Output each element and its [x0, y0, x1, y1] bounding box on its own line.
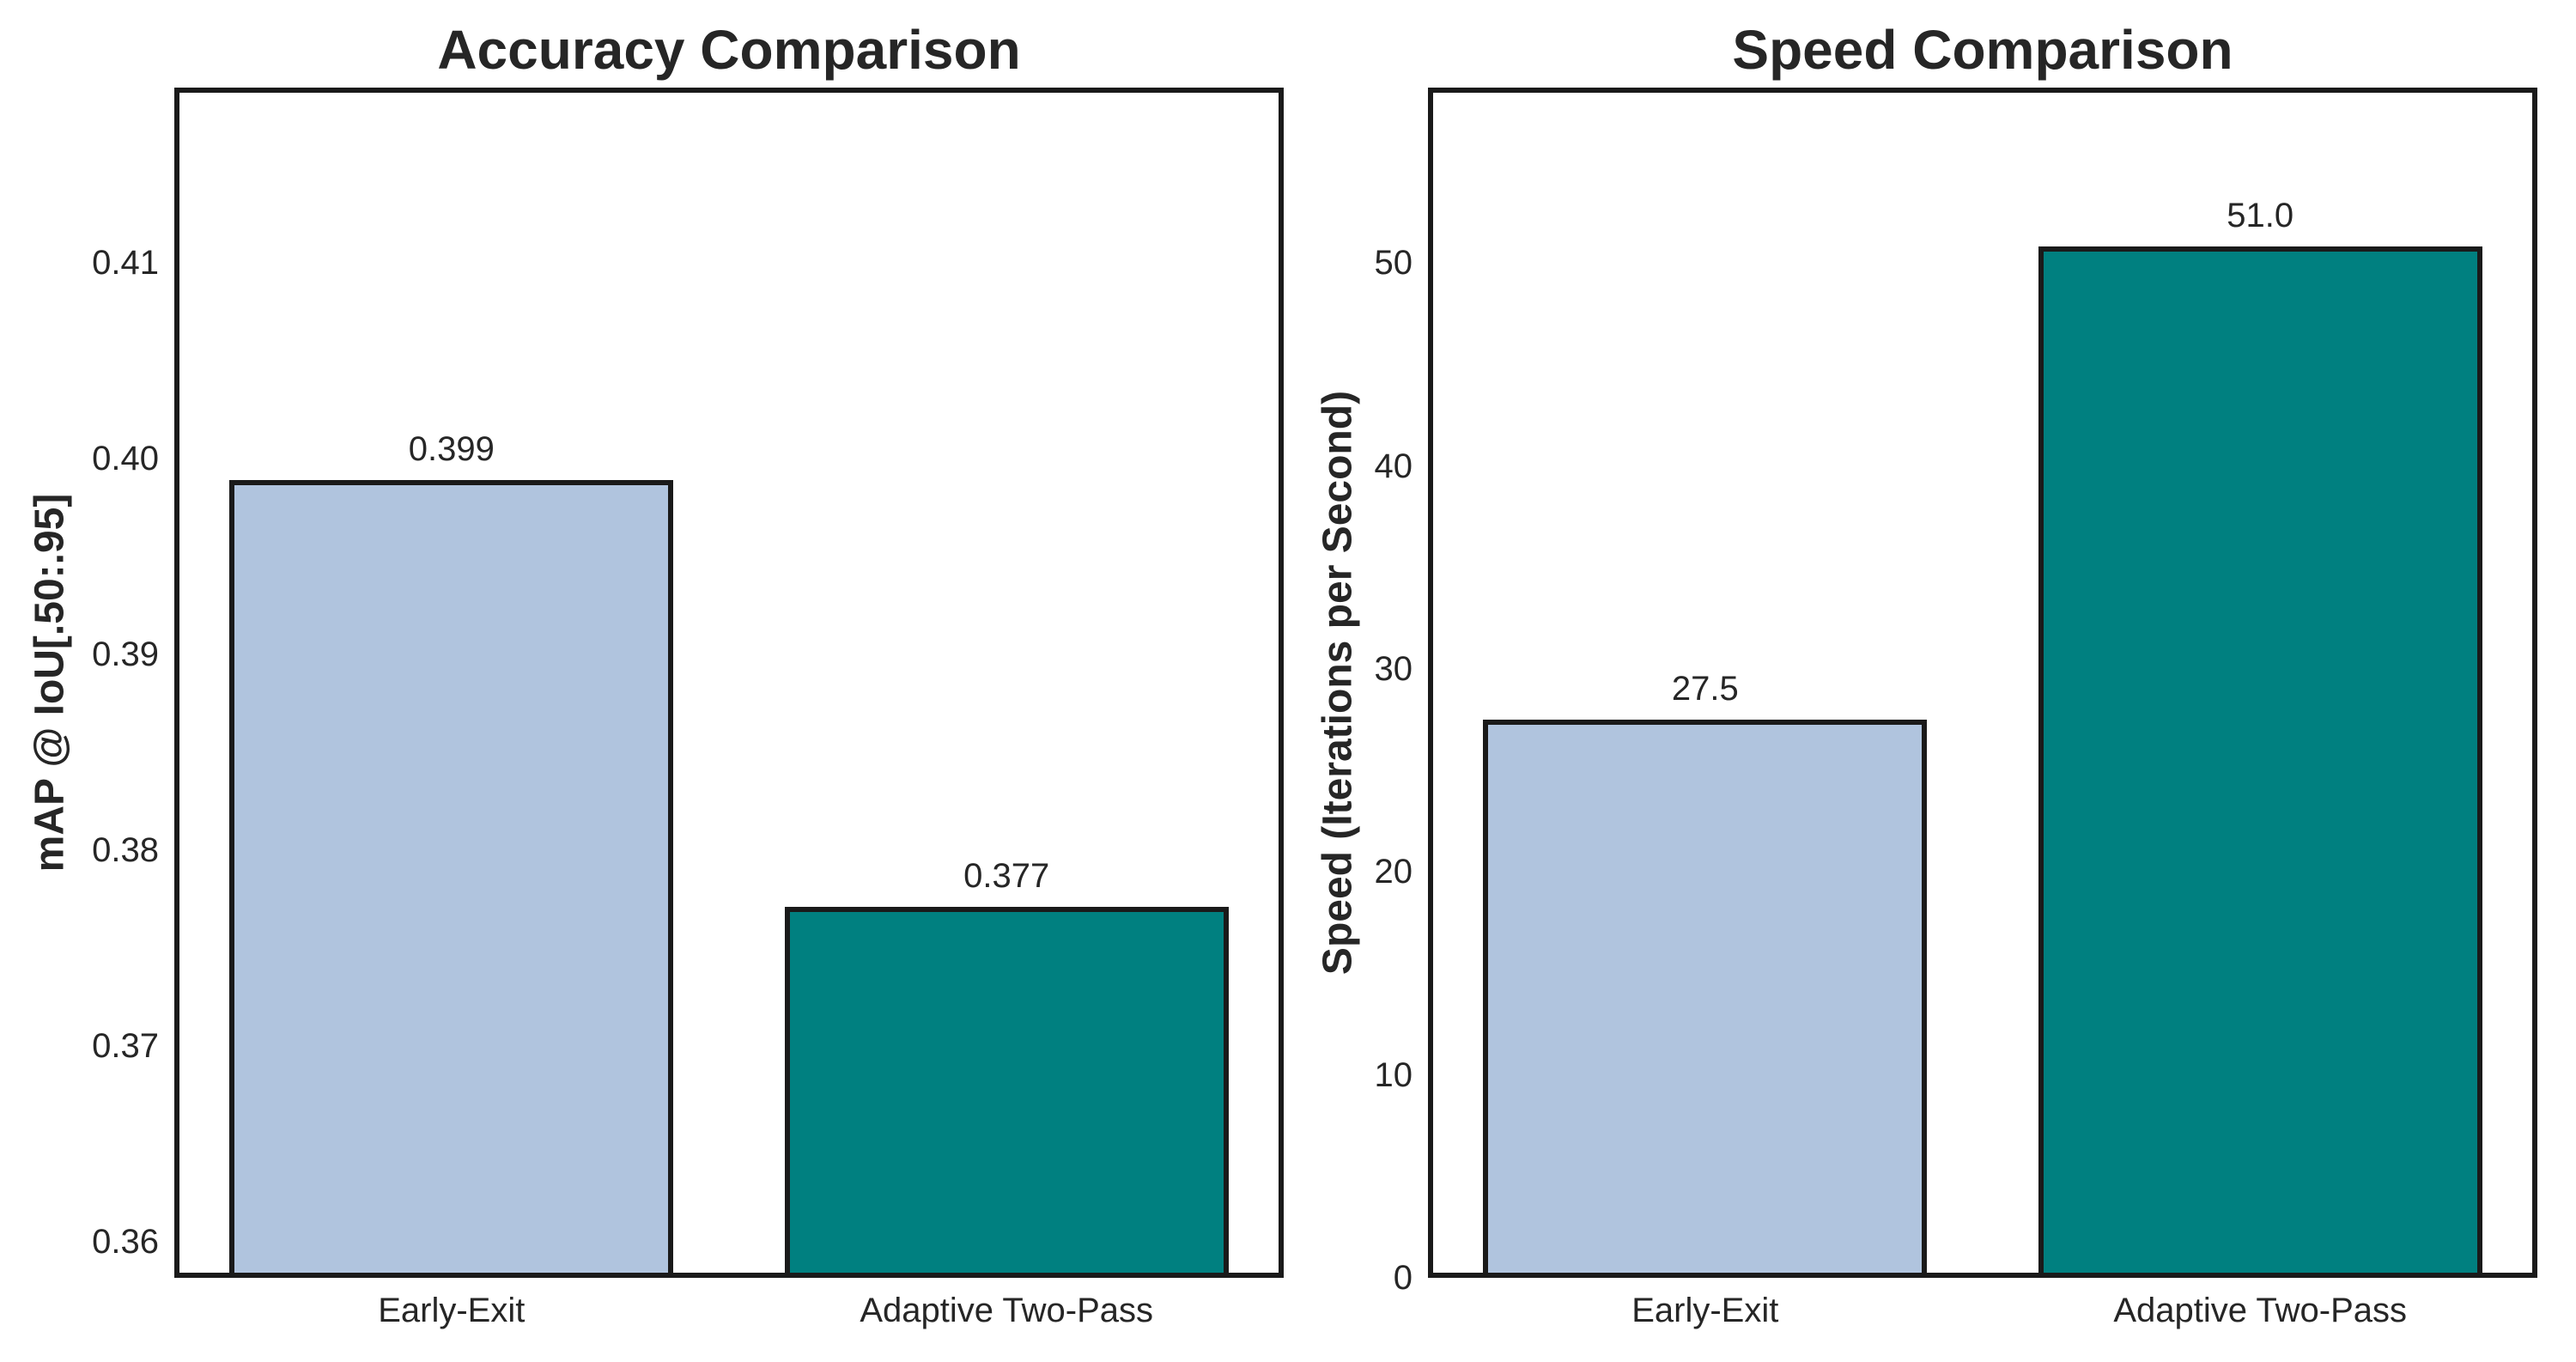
- xtick-label-adaptive-two-pass: Adaptive Two-Pass: [860, 1292, 1154, 1329]
- bar-adaptive-two-pass: [784, 907, 1229, 1273]
- ytick-label: 0.36: [92, 1222, 159, 1261]
- bar-early-exit: [229, 479, 674, 1273]
- xtick-label-early-exit: Early-Exit: [378, 1292, 526, 1329]
- bar-value-label: 27.5: [1671, 669, 1739, 708]
- accuracy-y-axis-label: mAP @ IoU[.50:.95]: [27, 493, 73, 873]
- speed-plot-area: 27.5 51.0: [1428, 88, 2537, 1278]
- ytick-label: 0.41: [92, 244, 159, 283]
- ytick-label: 40: [1374, 447, 1413, 485]
- accuracy-subplot: Accuracy Comparison mAP @ IoU[.50:.95] 0…: [27, 19, 1284, 1329]
- speed-chart-title: Speed Comparison: [1732, 19, 2233, 81]
- ytick-label: 0.37: [92, 1026, 159, 1065]
- ytick-label: 20: [1374, 853, 1413, 891]
- ytick-label: 0.38: [92, 830, 159, 869]
- accuracy-chart-title: Accuracy Comparison: [437, 19, 1021, 81]
- bar-early-exit: [1483, 719, 1928, 1273]
- xtick-label-adaptive-two-pass: Adaptive Two-Pass: [2113, 1292, 2408, 1329]
- ytick-label: 0: [1393, 1259, 1413, 1297]
- ytick-label: 0.40: [92, 439, 159, 477]
- ytick-label: 10: [1374, 1055, 1413, 1094]
- speed-subplot: Speed Comparison Speed (Iterations per S…: [1288, 0, 2576, 1362]
- ytick-label: 0.39: [92, 635, 159, 673]
- bar-adaptive-two-pass: [2038, 246, 2482, 1273]
- ytick-label: 30: [1374, 650, 1413, 689]
- xtick-label-early-exit: Early-Exit: [1631, 1292, 1779, 1329]
- bar-value-label: 0.399: [408, 429, 495, 468]
- bar-value-label: 51.0: [2227, 197, 2294, 235]
- ytick-label: 50: [1374, 244, 1413, 283]
- bar-value-label: 0.377: [963, 857, 1050, 896]
- accuracy-plot-area: 0.399 0.377: [174, 88, 1284, 1278]
